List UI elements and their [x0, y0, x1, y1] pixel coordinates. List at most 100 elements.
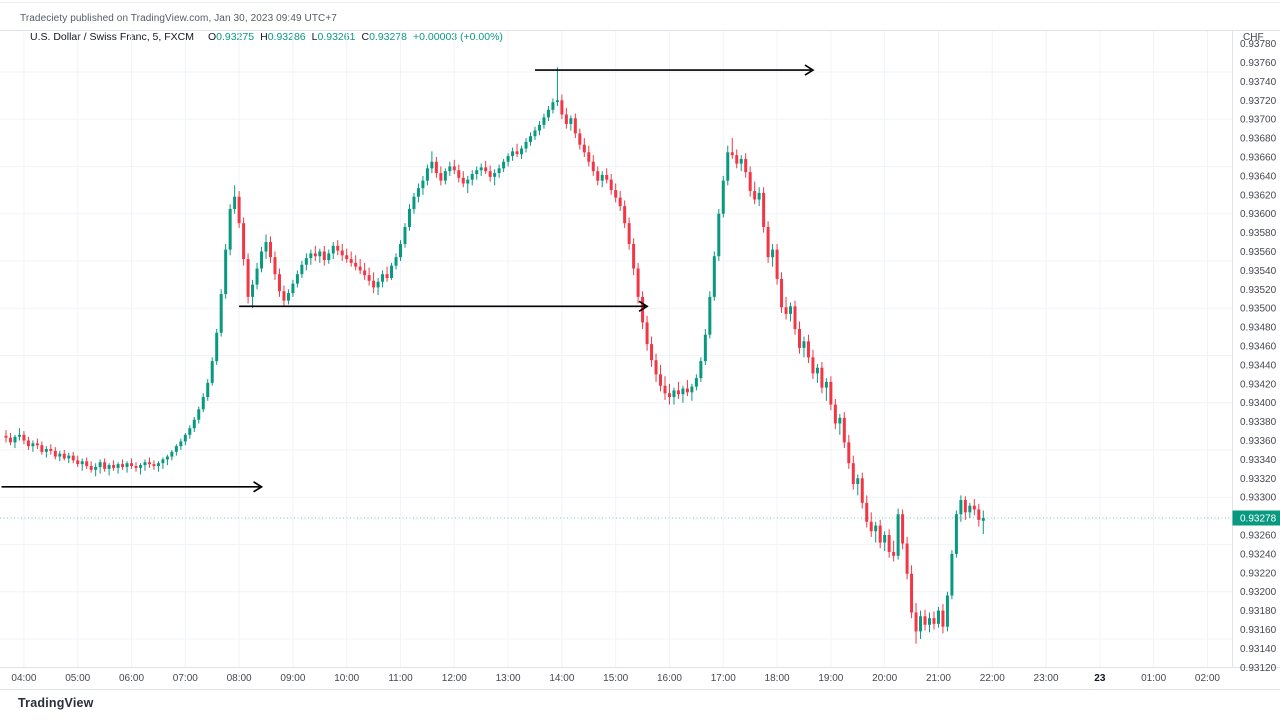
- candle-body: [896, 514, 900, 556]
- price-axis-currency: CHF: [1243, 32, 1264, 43]
- candle-body: [506, 156, 510, 162]
- candle-body: [632, 243, 636, 269]
- candle-body: [524, 141, 528, 149]
- candle-body: [228, 208, 232, 250]
- candle-body: [112, 465, 116, 468]
- open-label: O: [207, 31, 217, 43]
- time-axis-label: 10:00: [334, 673, 359, 684]
- candle-body: [358, 266, 362, 271]
- change-value: +0.00003 (+0.00%): [413, 31, 503, 43]
- candle-body: [242, 223, 246, 260]
- candle-body: [367, 275, 371, 281]
- candle-body: [206, 382, 210, 398]
- candle-body: [215, 332, 219, 362]
- candle-body: [399, 243, 403, 258]
- candle-body: [416, 188, 420, 197]
- candle-body: [340, 250, 344, 256]
- candle-body: [551, 102, 555, 110]
- candle-body: [762, 192, 766, 227]
- grid: [0, 31, 1232, 667]
- candle-body: [950, 553, 954, 596]
- candle-body: [403, 226, 407, 244]
- price-axis-label: 0.93240: [1240, 549, 1277, 560]
- candle-body: [327, 253, 331, 261]
- price-axis-label: 0.93420: [1240, 379, 1277, 390]
- candle-body: [264, 242, 268, 252]
- candle-body: [354, 262, 358, 267]
- candle-body: [856, 478, 860, 484]
- candle-body: [923, 616, 927, 625]
- candle-body: [170, 451, 174, 457]
- time-axis-label: 16:00: [657, 673, 682, 684]
- candle-body: [771, 249, 775, 258]
- candle-body: [407, 208, 411, 227]
- low-value: 0.93261: [317, 31, 356, 43]
- candle-body: [49, 449, 53, 451]
- candle-body: [529, 136, 533, 142]
- candle-body: [103, 462, 107, 469]
- candle-body: [784, 307, 788, 314]
- price-axis-label: 0.93560: [1240, 247, 1277, 258]
- candle-body: [842, 417, 846, 443]
- candle-body: [744, 158, 748, 173]
- candle-body: [53, 450, 57, 457]
- candle-body: [676, 390, 680, 395]
- candle-body: [44, 449, 48, 452]
- candle-body: [219, 294, 223, 333]
- time-axis-label: 07:00: [173, 673, 198, 684]
- candle-body: [511, 151, 515, 157]
- candle-body: [174, 446, 178, 452]
- candle-body: [838, 417, 842, 424]
- candle-body: [210, 361, 214, 383]
- candle-body: [667, 393, 671, 398]
- candle-body: [730, 152, 734, 156]
- candle-body: [789, 306, 793, 314]
- time-axis-label: 06:00: [119, 673, 144, 684]
- candle-body: [905, 543, 909, 574]
- last-price-badge-value: 0.93278: [1240, 514, 1277, 525]
- candle-body: [421, 180, 425, 189]
- time-axis-label: 01:00: [1141, 673, 1166, 684]
- candle-body: [735, 155, 739, 164]
- candle-body: [910, 573, 914, 613]
- candle-body: [376, 281, 380, 288]
- candle-body: [901, 514, 905, 544]
- candle-body: [291, 283, 295, 294]
- price-axis-label: 0.93720: [1240, 96, 1277, 107]
- candle-body: [8, 437, 12, 443]
- candle-body: [941, 610, 945, 627]
- candle-body: [963, 500, 967, 513]
- time-axis-label: 09:00: [280, 673, 305, 684]
- candle-body: [313, 253, 317, 257]
- candle-body: [497, 168, 501, 174]
- candle-body: [936, 610, 940, 624]
- candle-body: [582, 144, 586, 153]
- candle-body: [708, 296, 712, 335]
- candle-body: [130, 463, 134, 467]
- candle-body: [246, 259, 250, 297]
- candle-body: [201, 397, 205, 410]
- candle-body: [865, 502, 869, 522]
- candle-body: [578, 133, 582, 145]
- candle-body: [443, 171, 447, 181]
- time-axis-label: 17:00: [711, 673, 736, 684]
- candle-body: [448, 166, 452, 172]
- price-axis-label: 0.93440: [1240, 360, 1277, 371]
- price-axis-label: 0.93340: [1240, 455, 1277, 466]
- candle-body: [851, 463, 855, 484]
- candle-body: [434, 161, 438, 174]
- candle-body: [80, 461, 84, 465]
- candle-body: [484, 167, 488, 172]
- candle-body: [829, 381, 833, 405]
- candle-body: [183, 434, 187, 442]
- price-axis-label: 0.93400: [1240, 398, 1277, 409]
- candle-body: [654, 360, 658, 375]
- candle-body: [94, 466, 98, 470]
- price-axis-label: 0.93180: [1240, 606, 1277, 617]
- arrow-head: [638, 300, 649, 313]
- time-axis-label: 21:00: [926, 673, 951, 684]
- candle-body: [121, 464, 125, 467]
- candle-body: [300, 264, 304, 275]
- candle-body: [31, 443, 35, 447]
